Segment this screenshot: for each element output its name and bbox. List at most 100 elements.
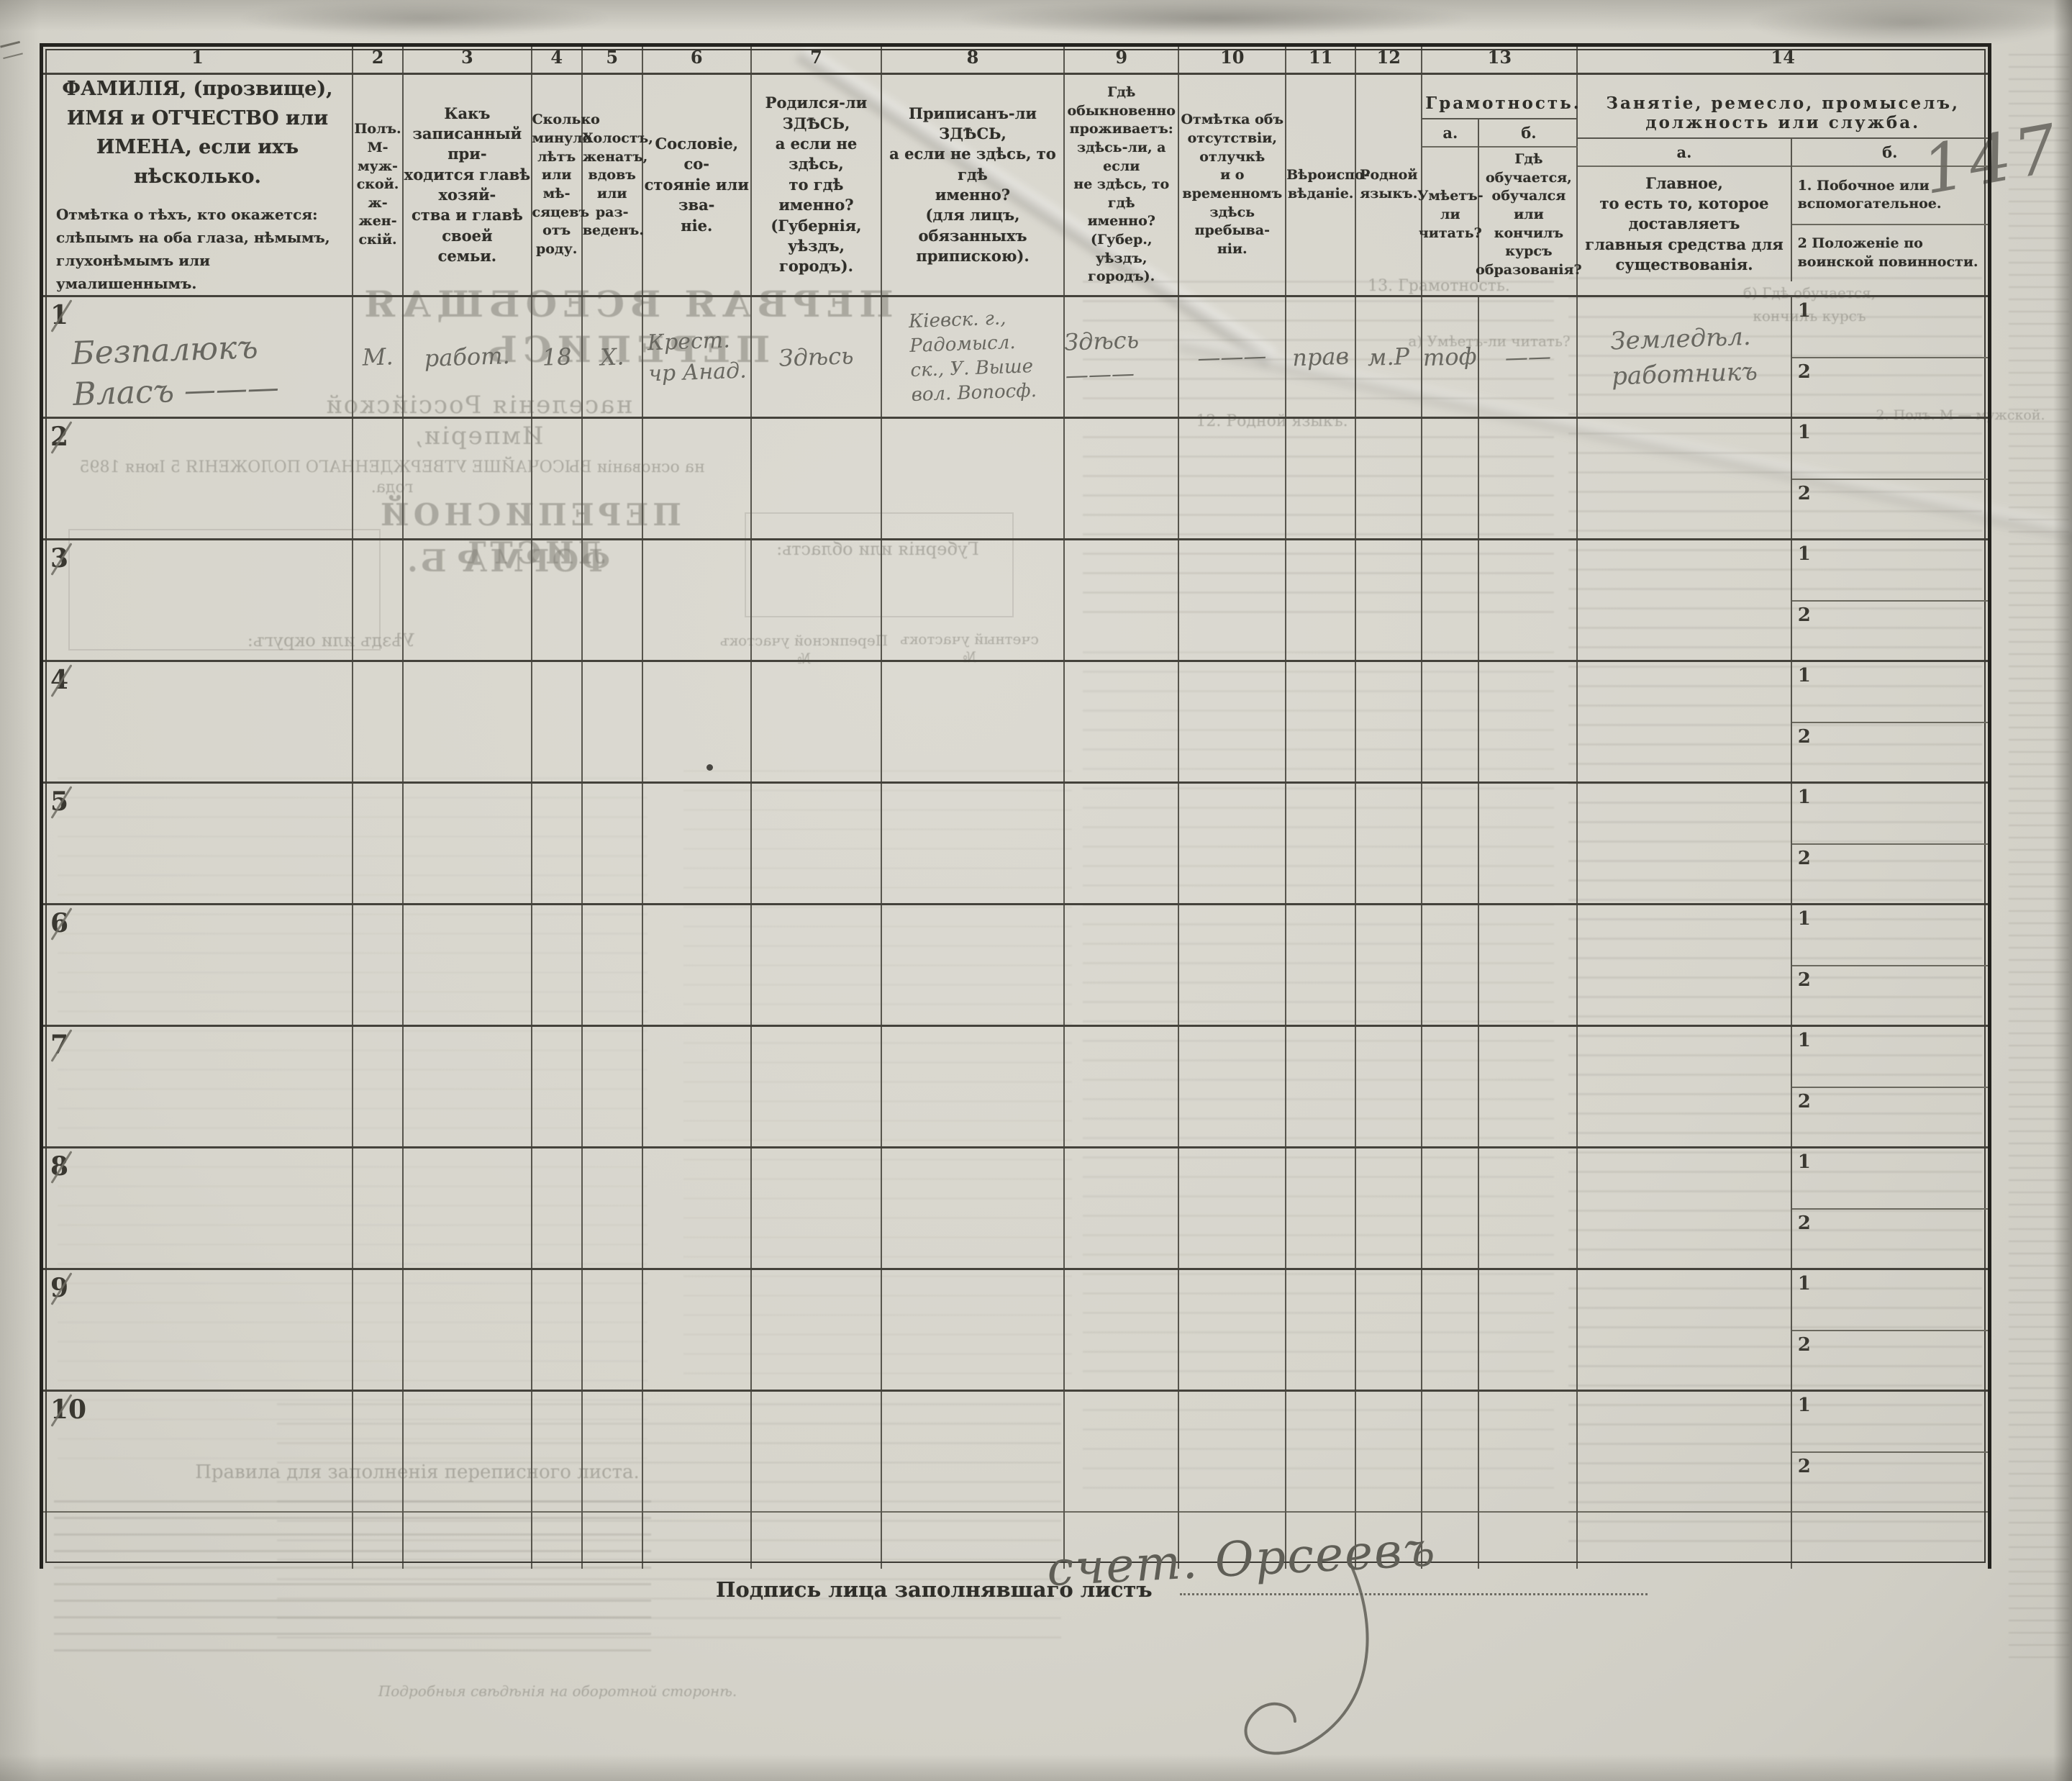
handwritten-absence xyxy=(1178,417,1287,540)
cell-sex xyxy=(351,660,404,783)
handwritten-literacy_read xyxy=(1420,1269,1479,1391)
cell-residence xyxy=(1063,903,1180,1026)
bleedthrough-texture xyxy=(2009,54,2069,1659)
ghost-fragment: Подробныя свѣдѣнія на оборотной сторонѣ. xyxy=(378,1682,737,1700)
sub-cell: 1 xyxy=(1792,540,1988,600)
sub-cell: 2 xyxy=(1791,479,1988,538)
handwritten-registered: Кіевск. г., Радомысл. ск., У. Выше вол. … xyxy=(908,307,1037,406)
header-faith: Вѣроиспо- вѣданіе. xyxy=(1285,73,1370,296)
cell-relation xyxy=(402,1390,532,1512)
cell-literacy_edu xyxy=(1477,417,1578,540)
cell-relation xyxy=(402,538,532,661)
handwritten-sex xyxy=(351,540,404,661)
cell-marital xyxy=(581,1268,642,1391)
person-row-10: 10 1 2 xyxy=(40,1388,1990,1515)
handwritten-marital xyxy=(581,540,644,661)
cell-name: 6 xyxy=(40,903,353,1026)
cell-birthplace xyxy=(750,1025,881,1148)
cell-literacy_read xyxy=(1421,1146,1478,1269)
handwritten-occupation_main xyxy=(1576,1388,1793,1515)
cell-marital xyxy=(581,1146,642,1269)
handwritten-birthplace xyxy=(750,538,883,662)
cell-language xyxy=(1355,903,1422,1026)
header-faith-text: Вѣроиспо- вѣданіе. xyxy=(1286,167,1370,201)
cell-age xyxy=(530,1025,582,1148)
cell-absence xyxy=(1178,903,1287,1026)
header-occupation-title: Занятіе, ремесло, промыселъ, должность и… xyxy=(1578,89,1988,139)
header-literacy-a-text: Умѣетъ- ли читать? xyxy=(1417,188,1483,241)
cell-occupation_main xyxy=(1576,1388,1793,1515)
paper-edge-shadow xyxy=(0,1754,2072,1781)
paper-edge-shadow xyxy=(0,0,40,1781)
handwritten-marital: Х. xyxy=(599,343,624,371)
cell-sex xyxy=(351,1025,404,1148)
handwritten-estate xyxy=(641,1268,753,1391)
handwritten-military xyxy=(1791,598,1989,663)
sub-cell: 2 xyxy=(1791,1087,1988,1146)
cell-sex xyxy=(351,1146,404,1269)
row-number: 10 xyxy=(50,1395,87,1425)
handwritten-occupation_side xyxy=(1791,415,1989,481)
cell-literacy_read xyxy=(1420,1268,1479,1391)
sub-cell: 2 xyxy=(1791,722,1988,781)
handwritten-birthplace xyxy=(750,417,883,540)
handwritten-name xyxy=(41,657,354,800)
handwritten-residence xyxy=(1063,1025,1180,1148)
cell-occupation_main xyxy=(1576,1268,1791,1391)
handwritten-literacy_read xyxy=(1420,540,1479,661)
handwritten-absence xyxy=(1178,903,1287,1026)
cell-occupation_main xyxy=(1576,1025,1791,1148)
handwritten-occupation_side xyxy=(1791,294,1989,360)
cell-marital xyxy=(581,660,642,783)
handwritten-residence xyxy=(1063,660,1180,783)
cell-registered xyxy=(880,1390,1065,1512)
handwritten-sex xyxy=(351,1026,404,1147)
header-literacy-title: Грамотность. xyxy=(1422,89,1579,119)
handwritten-absence xyxy=(1178,1390,1287,1513)
handwritten-name xyxy=(41,414,354,557)
header-registered: Приписанъ-ли ЗДѢСЬ, а если не здѣсь, то … xyxy=(880,73,1065,296)
cell-estate xyxy=(641,417,751,540)
handwritten-birthplace xyxy=(750,781,883,905)
handwritten-name xyxy=(41,900,354,1043)
paper-edge-shadow xyxy=(2053,0,2072,1781)
cell-literacy_read xyxy=(1421,1025,1478,1148)
census-table: 1 2 3 4 5 6 7 8 9 10 11 12 13 14 xyxy=(40,43,1991,1569)
cell-literacy_edu xyxy=(1477,1390,1578,1512)
cell-birthplace xyxy=(750,1390,881,1512)
handwritten-occupation_side xyxy=(1791,537,1989,603)
cell-estate xyxy=(641,903,751,1026)
handwritten-residence xyxy=(1063,903,1180,1026)
cell-faith xyxy=(1285,1146,1356,1269)
handwritten-residence xyxy=(1063,538,1180,661)
cell-absence xyxy=(1178,538,1286,661)
handwritten-literacy_edu xyxy=(1477,1147,1579,1270)
sub-row-number: 2 xyxy=(1797,726,1811,748)
sub-cell: 2 xyxy=(1791,1451,1988,1511)
handwritten-estate xyxy=(641,538,753,661)
sub-cell: 2 xyxy=(1791,1208,1988,1268)
handwritten-literacy_read: тоф xyxy=(1422,342,1478,372)
handwritten-registered xyxy=(880,781,1065,907)
handwritten-absence: ——— xyxy=(1197,342,1268,372)
cell-literacy_read: тоф xyxy=(1421,295,1478,418)
sub-cell: 1 xyxy=(1792,1270,1988,1330)
footer-band-cell xyxy=(1285,1511,1356,1569)
cell-age xyxy=(530,903,582,1026)
header-row: ФАМИЛІЯ, (прозвище), ИМЯ и ОТЧЕСТВО или … xyxy=(40,73,1990,296)
handwritten-language xyxy=(1355,1147,1424,1269)
col-number-6: 6 xyxy=(641,44,751,74)
sub-row-number: 1 xyxy=(1797,1030,1811,1051)
handwritten-age: 18 xyxy=(541,343,572,371)
cell-absence: ——— xyxy=(1178,295,1286,418)
handwritten-absence xyxy=(1178,781,1287,905)
cell-faith xyxy=(1285,660,1356,783)
handwritten-sex xyxy=(351,905,404,1025)
header-occupation: Занятіе, ремесло, промыселъ, должность и… xyxy=(1576,73,1990,296)
cell-name: 3 xyxy=(40,538,353,661)
cell-age xyxy=(530,1146,582,1269)
